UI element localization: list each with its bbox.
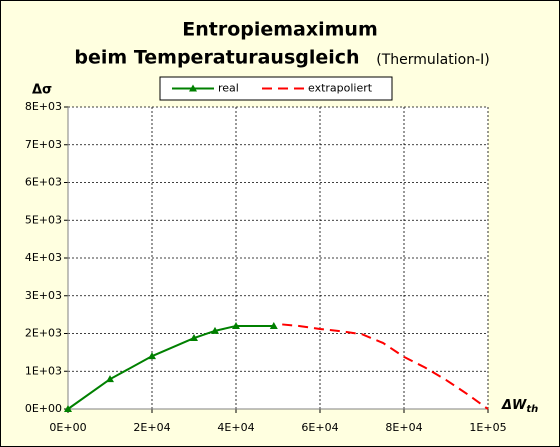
y-tick-label: 1E+03 — [25, 364, 62, 377]
y-tick-label: 4E+03 — [25, 251, 62, 264]
data-point — [148, 352, 156, 360]
legend-marker — [189, 84, 197, 92]
x-tick-label: 8E+04 — [385, 421, 422, 434]
x-tick-label: 2E+04 — [133, 421, 170, 434]
y-tick-label: 3E+03 — [25, 289, 62, 302]
data-point — [269, 321, 278, 329]
y-tick-label: 0E+00 — [25, 402, 62, 415]
chart-title-line2: beim Temperaturausgleich — [74, 47, 359, 69]
data-point — [64, 405, 72, 412]
y-axis-label: Δσ — [32, 83, 52, 98]
chart-title: Entropiemaximum — [182, 19, 378, 41]
y-tick-label: 7E+03 — [25, 138, 62, 151]
x-axis-label-main: ΔW — [501, 398, 527, 413]
legend-label: extrapoliert — [308, 82, 373, 95]
data-point — [211, 326, 219, 334]
data-point — [190, 334, 198, 342]
y-tick-label: 5E+03 — [25, 213, 62, 226]
y-tick-label: 6E+03 — [25, 176, 62, 189]
x-tick-label: 0E+00 — [49, 421, 86, 434]
x-tick-label: 1E+05 — [469, 421, 506, 434]
chart-subtitle: (Thermulation-I) — [376, 52, 489, 68]
legend — [159, 76, 393, 101]
y-tick-label: 8E+03 — [25, 100, 62, 113]
x-axis-label: ΔWth — [501, 398, 538, 416]
y-tick-label: 2E+03 — [25, 327, 62, 340]
legend-label: real — [218, 82, 239, 95]
x-tick-label: 4E+04 — [217, 421, 254, 434]
x-tick-label: 6E+04 — [301, 421, 338, 434]
series-line — [282, 323, 489, 410]
data-point — [106, 375, 114, 383]
x-axis-label-sub: th — [526, 404, 538, 415]
data-point — [232, 321, 240, 329]
